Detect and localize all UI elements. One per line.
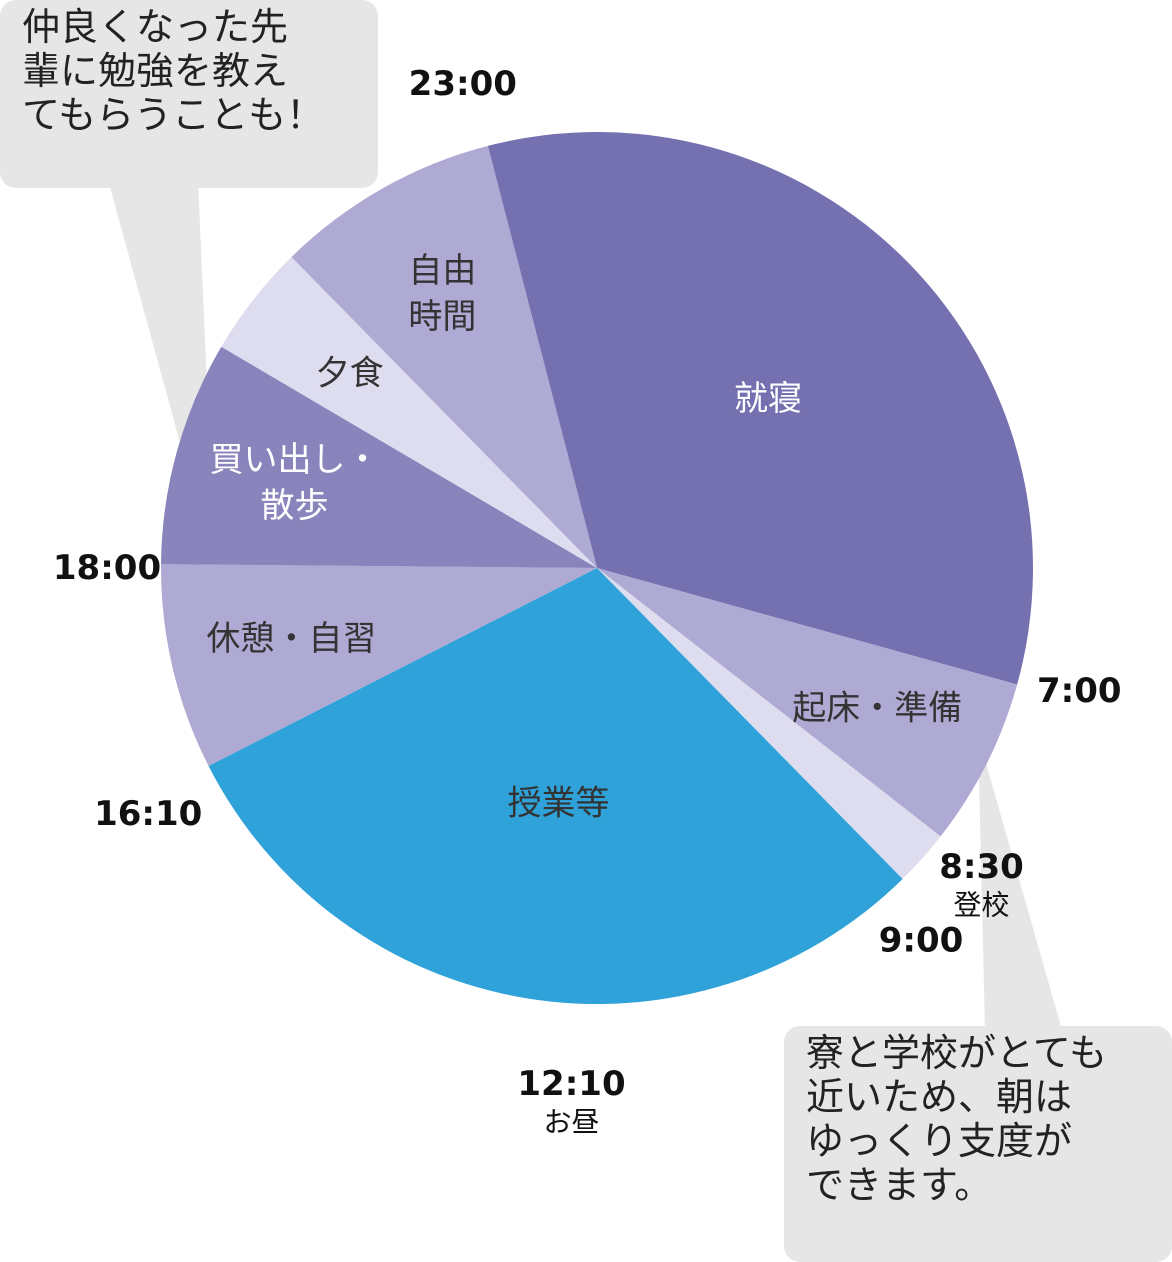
callout-top-left-text-line: 輩に勉強を教え	[22, 49, 288, 93]
pie-slice	[221, 257, 597, 568]
slice-label: 自由時間	[408, 250, 476, 336]
pie-slice	[161, 564, 597, 766]
time-mark-sublabel: 登校	[953, 888, 1009, 921]
time-mark-label: 16:10	[94, 794, 202, 834]
slice-label: 就寝	[734, 378, 802, 418]
callout-bottom-right-box	[784, 1026, 1172, 1262]
slice-label: 起床・準備	[792, 688, 962, 728]
callout-tail-bottom-right	[978, 735, 1062, 1030]
time-mark-label: 7:00	[1037, 671, 1122, 711]
pie-slice	[208, 568, 903, 1005]
callout-top-left-box	[0, 0, 378, 188]
pie-slice	[597, 568, 1018, 837]
time-mark-label: 23:00	[409, 64, 517, 104]
callout-bottom-right-text-line: ゆっくり支度が	[806, 1119, 1072, 1163]
callout-bottom-right-text-line: 寮と学校がとても	[806, 1031, 1107, 1075]
time-mark-sublabel: お昼	[543, 1105, 599, 1138]
slice-label: 買い出し・散歩	[210, 440, 380, 526]
pie-slice	[161, 346, 597, 568]
pie-slice	[487, 132, 1033, 685]
callout-bottom-right-text-line: できます。	[806, 1163, 992, 1207]
time-mark-label: 12:10	[517, 1064, 625, 1104]
slice-label: 授業等	[508, 783, 610, 823]
time-mark-label: 18:00	[53, 548, 161, 588]
callout-top-left-text-line: てもらうことも！	[22, 93, 324, 137]
time-mark-label: 9:00	[879, 921, 964, 961]
slice-label: 休憩・自習	[206, 619, 376, 659]
callout-top-left-text-line: 仲良くなった先	[22, 5, 288, 49]
pie-slice	[291, 145, 597, 568]
slice-label: 夕食	[316, 353, 384, 393]
pie-slice	[597, 568, 941, 879]
time-mark-label: 8:30	[939, 847, 1024, 887]
callout-bottom-right-text-line: 近いため、朝は	[806, 1075, 1072, 1119]
